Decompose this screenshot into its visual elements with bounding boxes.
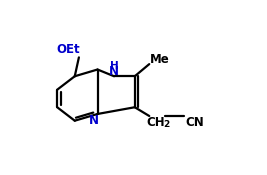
Text: CH: CH — [147, 116, 165, 129]
Text: CN: CN — [186, 116, 204, 129]
Text: H: H — [110, 61, 119, 71]
Text: OEt: OEt — [57, 43, 80, 56]
Text: Me: Me — [150, 53, 170, 66]
Text: N: N — [88, 114, 98, 127]
Text: 2: 2 — [163, 120, 170, 129]
Text: N: N — [109, 65, 119, 78]
